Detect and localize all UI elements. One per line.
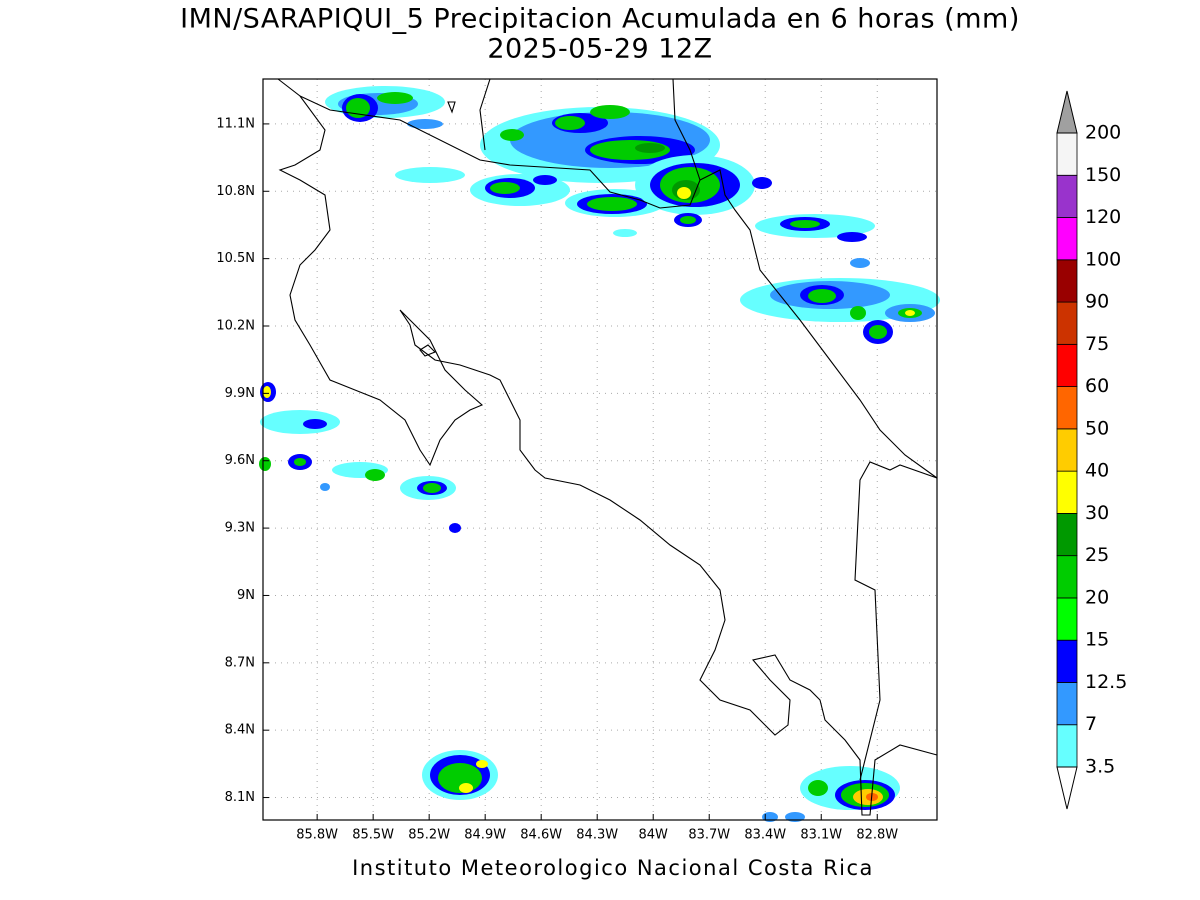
colorbar-label: 25 (1085, 544, 1109, 566)
plot-area (259, 78, 940, 822)
x-tick-label: 83.1W (800, 828, 842, 843)
coastline (277, 78, 938, 816)
colorbar-label: 12.5 (1085, 671, 1127, 693)
y-tick-label: 8.4N (225, 723, 255, 738)
x-tick-label: 83.7W (688, 828, 730, 843)
colorbar-label: 15 (1085, 629, 1109, 651)
colorbar-segment (1056, 343, 1078, 388)
x-tick-label: 84.9W (464, 828, 506, 843)
colorbar-segment (1056, 639, 1078, 683)
subtitle: 2025-05-29 12Z (487, 34, 712, 65)
colorbar-label: 75 (1085, 333, 1109, 355)
x-tick-label: 84.6W (520, 828, 562, 843)
colorbar-label: 150 (1085, 164, 1121, 186)
colorbar-label: 7 (1085, 713, 1097, 735)
colorbar-label: 120 (1085, 206, 1121, 228)
colorbar-label: 3.5 (1085, 756, 1115, 778)
precipitation (259, 86, 940, 822)
x-tick-label: 84W (639, 828, 669, 843)
title: IMN/SARAPIQUI_5 Precipitacion Acumulada … (180, 4, 1020, 35)
colorbar-label: 90 (1085, 291, 1109, 313)
x-tick-label: 85.2W (408, 828, 450, 843)
y-tick-label: 9.6N (225, 453, 255, 468)
x-tick-label: 84.3W (576, 828, 618, 843)
colorbar-segment (1056, 428, 1078, 472)
colorbar-label: 30 (1085, 502, 1109, 524)
y-tick-label: 10.8N (216, 184, 255, 199)
footer: Instituto Meteorologico Nacional Costa R… (352, 856, 874, 880)
y-tick-label: 10.2N (216, 319, 255, 334)
colorbar-segment (1056, 301, 1078, 345)
colorbar-label: 200 (1085, 122, 1121, 144)
y-tick-label: 10.5N (216, 251, 255, 266)
colorbar-segment (1056, 259, 1078, 303)
colorbar-segment (1056, 682, 1078, 726)
colorbar-segment (1056, 470, 1078, 514)
colorbar-segment (1056, 555, 1078, 599)
colorbar-label: 50 (1085, 417, 1109, 439)
y-tick-label: 8.7N (225, 655, 255, 670)
colorbar-over (1056, 90, 1078, 134)
colorbar: 3.5 7 12.5 15 20 25 30 40 50 60 75 90 100 120 150 200 (1056, 90, 1127, 810)
colorbar-segment (1056, 217, 1078, 261)
y-tick-label: 9.3N (225, 521, 255, 536)
plot-frame (262, 78, 938, 821)
colorbar-label: 100 (1085, 248, 1121, 270)
y-tick-label: 8.1N (225, 790, 255, 805)
colorbar-segment (1056, 386, 1078, 430)
y-tick-label: 9N (237, 588, 255, 603)
colorbar-segment (1056, 513, 1078, 557)
colorbar-label: 40 (1085, 460, 1109, 482)
colorbar-segment (1056, 132, 1078, 176)
colorbar-label: 60 (1085, 375, 1109, 397)
x-tick-label: 85.8W (296, 828, 338, 843)
x-tick-label: 85.5W (352, 828, 394, 843)
colorbar-label: 20 (1085, 586, 1109, 608)
y-tick-label: 11.1N (216, 116, 255, 131)
colorbar-segment (1056, 724, 1078, 768)
x-tick-label: 82.8W (856, 828, 898, 843)
colorbar-segment (1056, 597, 1078, 641)
y-tick-label: 9.9N (225, 386, 255, 401)
colorbar-segment (1056, 174, 1078, 218)
colorbar-under (1056, 766, 1078, 810)
x-tick-label: 83.4W (744, 828, 786, 843)
